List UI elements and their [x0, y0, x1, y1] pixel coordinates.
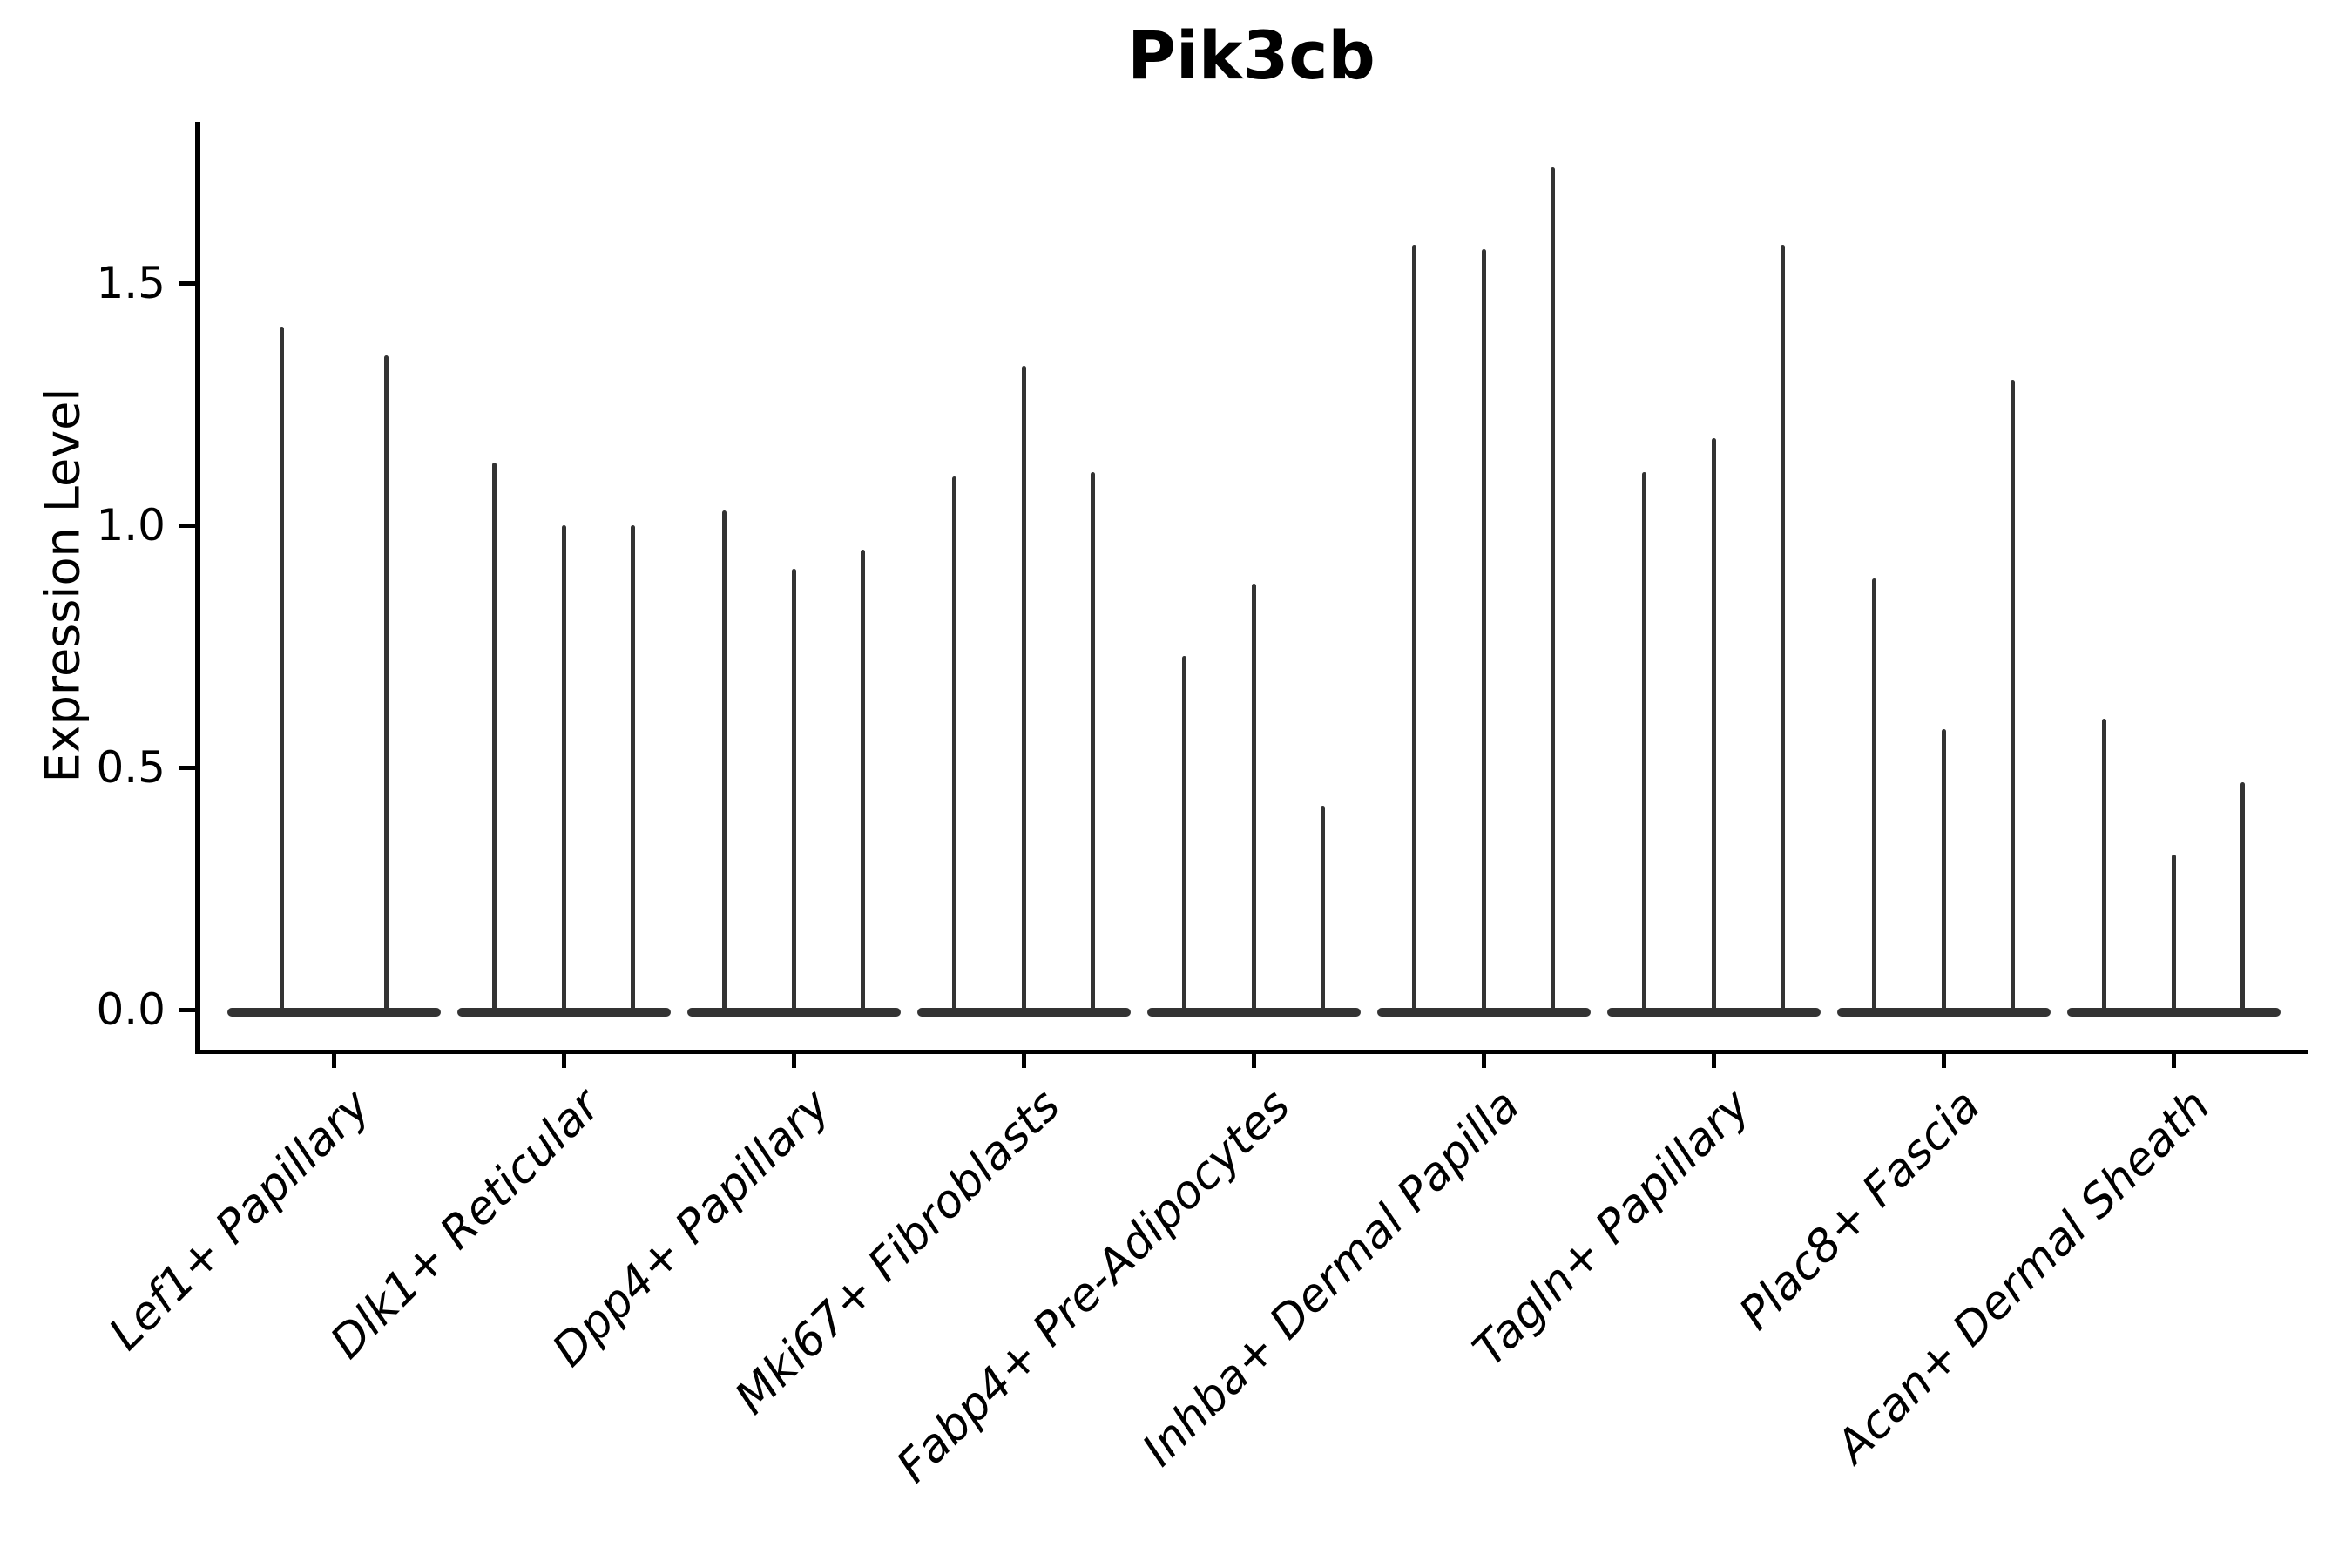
- x-tick-label: Acan+ Dermal Sheath: [1826, 1079, 2220, 1474]
- plot-area: [195, 122, 2308, 1054]
- x-tick-label: Fabp4+ Pre-Adipocytes: [887, 1079, 1301, 1493]
- x-tick-mark: [1711, 1054, 1716, 1068]
- y-tick-mark: [179, 523, 195, 528]
- x-tick-mark: [331, 1054, 336, 1068]
- violin-spike: [1182, 656, 1186, 1017]
- x-tick-label: Inhba+ Dermal Papilla: [1132, 1079, 1531, 1477]
- y-tick-mark: [179, 280, 195, 286]
- violin-spike: [2102, 719, 2106, 1017]
- violin-spike: [1321, 806, 1325, 1017]
- violin-base: [226, 1008, 441, 1017]
- violin-spike: [1412, 244, 1416, 1017]
- violin-spike: [1251, 583, 1256, 1017]
- violin-spike: [791, 569, 796, 1017]
- violin-spike: [383, 355, 389, 1017]
- x-tick-mark: [1251, 1054, 1256, 1068]
- violin-spike: [1551, 166, 1555, 1017]
- x-tick-mark: [1021, 1054, 1026, 1068]
- violin-spike: [1781, 244, 1785, 1017]
- violin-spike: [1941, 728, 1946, 1017]
- violin-spike: [1091, 471, 1095, 1017]
- y-tick-label: 1.5: [96, 258, 166, 308]
- violin-spike: [952, 476, 956, 1017]
- violin-spike: [722, 510, 727, 1017]
- x-tick-label: Plac8+ Fascia: [1729, 1079, 1990, 1341]
- y-tick-label: 0.0: [96, 984, 166, 1035]
- violin-spike: [861, 549, 865, 1017]
- chart-title: Pik3cb: [1127, 17, 1375, 94]
- violin-spike: [2011, 380, 2015, 1017]
- violin-spike: [1642, 471, 1646, 1017]
- x-tick-mark: [1481, 1054, 1486, 1068]
- y-axis-label: Expression Level: [35, 388, 91, 783]
- violin-spike: [2240, 781, 2245, 1017]
- violin-spike: [561, 525, 566, 1017]
- violin-spike: [1711, 437, 1716, 1017]
- violin-spike: [2171, 855, 2176, 1017]
- violin-spike: [1021, 365, 1026, 1017]
- violin-spike: [492, 462, 497, 1017]
- x-tick-mark: [1941, 1054, 1946, 1068]
- violin-spike: [279, 327, 284, 1017]
- y-tick-label: 0.5: [96, 742, 166, 793]
- x-tick-mark: [561, 1054, 566, 1068]
- x-tick-mark: [791, 1054, 796, 1068]
- y-tick-label: 1.0: [96, 500, 166, 551]
- y-tick-mark: [179, 1007, 195, 1012]
- violin-spike: [631, 525, 635, 1017]
- violin-spike: [1872, 578, 1876, 1017]
- violin-spike: [1481, 249, 1486, 1017]
- y-tick-mark: [179, 765, 195, 770]
- x-tick-mark: [2171, 1054, 2176, 1068]
